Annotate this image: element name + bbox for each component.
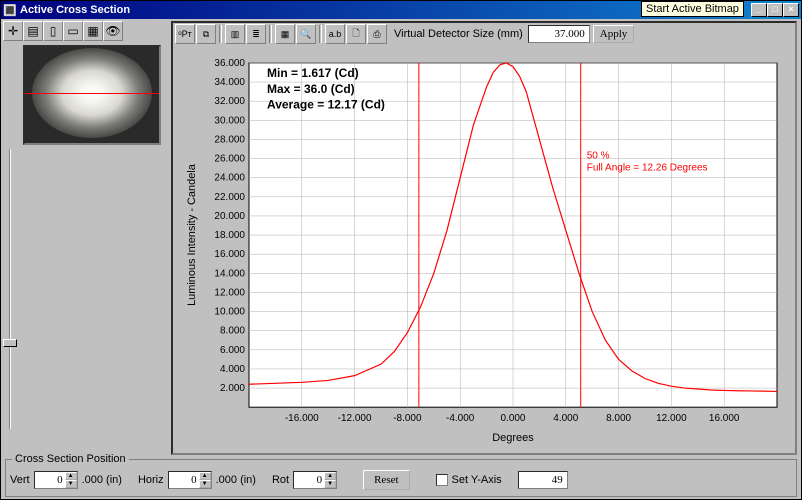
horiz-up[interactable]: ▲ <box>199 472 211 480</box>
copy-icon[interactable]: ⧉ <box>196 24 216 44</box>
apply-button[interactable]: Apply <box>593 25 635 43</box>
window-title: Active Cross Section <box>20 4 751 16</box>
linear-icon[interactable]: ▥ <box>225 24 245 44</box>
detector-input[interactable] <box>528 25 590 43</box>
svg-text:50 %: 50 % <box>587 151 610 162</box>
svg-text:26.000: 26.000 <box>214 154 245 165</box>
profile-icon[interactable]: ᵒPᴛ <box>175 24 195 44</box>
main-panel: ᵒPᴛ⧉ ▥≣ ▦🔍 a.b🗋⎙ Virtual Detector Size (mm) A… <box>171 21 797 455</box>
svg-text:4.000: 4.000 <box>553 413 578 424</box>
hruler-icon[interactable]: ▭ <box>63 21 83 41</box>
vruler-icon[interactable]: ▯ <box>43 21 63 41</box>
svg-text:10.000: 10.000 <box>214 307 245 318</box>
top-toolbar: ᵒPᴛ⧉ ▥≣ ▦🔍 a.b🗋⎙ Virtual Detector Size (mm) A… <box>173 23 795 45</box>
horiz-input[interactable] <box>169 474 199 486</box>
app-icon: 🔳 <box>3 3 17 17</box>
rot-input[interactable] <box>294 474 324 486</box>
eye-icon[interactable]: 👁 <box>103 21 123 41</box>
sety-checkbox[interactable] <box>436 474 448 486</box>
horiz-spinner[interactable]: ▲▼ <box>168 471 212 489</box>
svg-text:8.000: 8.000 <box>606 413 631 424</box>
chart-container: 2.000 4.000 6.000 8.000 10.000 12.000 14.000 16… <box>177 49 789 447</box>
svg-text:32.000: 32.000 <box>214 96 245 107</box>
svg-text:24.000: 24.000 <box>214 173 245 184</box>
zoom-icon[interactable]: 🔍 <box>296 24 316 44</box>
rot-down[interactable]: ▼ <box>324 480 336 488</box>
vert-down[interactable]: ▼ <box>65 480 77 488</box>
controls-row: Vert ▲▼ .000 (in) Horiz ▲▼ .000 (in) Rot… <box>10 470 792 490</box>
left-toolbar: ✛▤▯▭▦👁 <box>3 21 163 41</box>
svg-text:34.000: 34.000 <box>214 77 245 88</box>
maximize-button[interactable]: □ <box>767 3 783 17</box>
detector-label: Virtual Detector Size (mm) <box>394 28 523 40</box>
svg-text:12.000: 12.000 <box>656 413 687 424</box>
grid-icon[interactable]: ▦ <box>83 21 103 41</box>
vertical-slider-thumb[interactable] <box>3 339 17 347</box>
svg-text:-12.000: -12.000 <box>338 413 372 424</box>
horiz-unit: .000 (in) <box>216 474 256 486</box>
svg-text:22.000: 22.000 <box>214 192 245 203</box>
rot-label: Rot <box>272 474 289 486</box>
rot-spinner[interactable]: ▲▼ <box>293 471 337 489</box>
chart: 2.000 4.000 6.000 8.000 10.000 12.000 14.000 16… <box>177 49 789 447</box>
svg-text:28.000: 28.000 <box>214 134 245 145</box>
svg-text:18.000: 18.000 <box>214 230 245 241</box>
rot-up[interactable]: ▲ <box>324 472 336 480</box>
svg-text:14.000: 14.000 <box>214 268 245 279</box>
svg-text:6.000: 6.000 <box>220 345 245 356</box>
cross-section-group: Cross Section Position Vert ▲▼ .000 (in)… <box>5 459 797 497</box>
svg-text:Average = 12.17 (Cd): Average = 12.17 (Cd) <box>267 98 385 112</box>
log-icon[interactable]: ≣ <box>246 24 266 44</box>
svg-text:8.000: 8.000 <box>220 326 245 337</box>
titlebar: 🔳 Active Cross Section _ □ × <box>1 1 801 19</box>
crosshair-icon[interactable]: ✛ <box>3 21 23 41</box>
horiz-label: Horiz <box>138 474 164 486</box>
svg-text:Degrees: Degrees <box>492 432 534 444</box>
svg-text:-4.000: -4.000 <box>446 413 475 424</box>
vertical-slider-track[interactable] <box>9 149 11 429</box>
grid-toggle-icon[interactable]: ▦ <box>275 24 295 44</box>
page-icon[interactable]: 🗋 <box>346 24 366 44</box>
svg-text:2.000: 2.000 <box>220 383 245 394</box>
svg-text:16.000: 16.000 <box>214 249 245 260</box>
vert-up[interactable]: ▲ <box>65 472 77 480</box>
window-buttons: _ □ × <box>751 3 799 17</box>
svg-text:16.000: 16.000 <box>709 413 740 424</box>
svg-text:-8.000: -8.000 <box>393 413 422 424</box>
svg-text:Full Angle = 12.26 Degrees: Full Angle = 12.26 Degrees <box>587 163 708 174</box>
close-button[interactable]: × <box>783 3 799 17</box>
svg-text:0.000: 0.000 <box>500 413 525 424</box>
svg-text:12.000: 12.000 <box>214 287 245 298</box>
vert-input[interactable] <box>35 474 65 486</box>
reset-button[interactable]: Reset <box>363 470 409 490</box>
print-icon[interactable]: ⎙ <box>367 24 387 44</box>
svg-text:4.000: 4.000 <box>220 364 245 375</box>
group-legend: Cross Section Position <box>12 453 129 465</box>
svg-text:30.000: 30.000 <box>214 115 245 126</box>
thumbnail-crossline <box>25 93 159 94</box>
vert-label: Vert <box>10 474 30 486</box>
svg-text:36.000: 36.000 <box>214 58 245 69</box>
vert-unit: .000 (in) <box>82 474 122 486</box>
svg-text:Min = 1.617 (Cd): Min = 1.617 (Cd) <box>267 66 359 80</box>
window-body: ✛▤▯▭▦👁 ᵒPᴛ⧉▥≣▦🔍a.b🗋⎙Virtual Detector Siz… <box>1 19 801 499</box>
palette-icon[interactable]: ▤ <box>23 21 43 41</box>
label-icon[interactable]: a.b <box>325 24 345 44</box>
svg-text:-16.000: -16.000 <box>285 413 319 424</box>
vert-spinner[interactable]: ▲▼ <box>34 471 78 489</box>
minimize-button[interactable]: _ <box>751 3 767 17</box>
window-root: Start Active Bitmap 🔳 Active Cross Secti… <box>0 0 802 500</box>
horiz-down[interactable]: ▼ <box>199 480 211 488</box>
svg-text:20.000: 20.000 <box>214 211 245 222</box>
sety-label: Set Y-Axis <box>452 474 502 486</box>
thumbnail[interactable] <box>23 45 161 145</box>
svg-text:Max = 36.0 (Cd): Max = 36.0 (Cd) <box>267 82 355 96</box>
svg-text:Luminous Intensity - Candela: Luminous Intensity - Candela <box>186 163 198 306</box>
sety-input[interactable] <box>518 471 568 489</box>
